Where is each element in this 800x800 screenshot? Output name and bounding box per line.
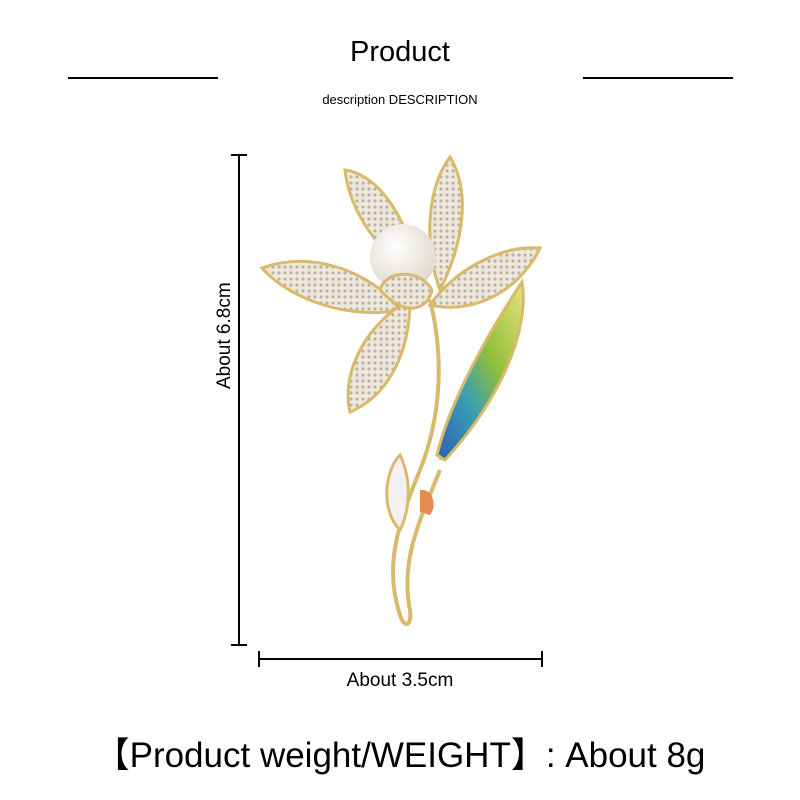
width-dimension-label: About 3.5cm [346, 670, 454, 691]
title-divider-left [68, 77, 218, 79]
title-divider-right [583, 77, 733, 79]
petal [346, 297, 412, 415]
product-weight: 【Product weight/WEIGHT】: About 8g [94, 736, 706, 775]
height-dimension-label: About 6.8cm [214, 282, 235, 389]
petal [428, 154, 464, 294]
pearl [370, 224, 436, 290]
pin-clasp [420, 489, 434, 515]
crystal-bud [385, 452, 410, 533]
petal [427, 246, 543, 309]
page-subtitle: description DESCRIPTION [322, 92, 478, 107]
stem [390, 299, 442, 626]
pearl-cup [378, 272, 434, 310]
page-title: Product [350, 36, 450, 68]
enamel-leaf [435, 278, 525, 462]
